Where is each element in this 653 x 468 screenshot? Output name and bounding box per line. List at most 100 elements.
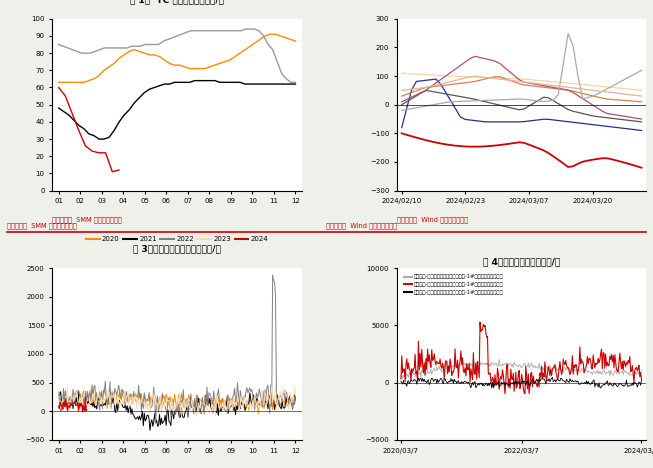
3-4月差 <box>456 73 464 79</box>
2024 <box>57 403 65 409</box>
2022 <box>256 37 264 42</box>
2-3月差 <box>584 112 592 117</box>
2022 <box>231 54 239 59</box>
7-8月差 <box>633 93 641 98</box>
2021 <box>170 80 178 85</box>
6-7月差 <box>471 98 479 103</box>
6-7月差 <box>520 96 528 102</box>
4-5月差 <box>599 95 607 101</box>
4-5月差 <box>609 97 616 102</box>
3-4月差 <box>623 86 631 92</box>
精度价差-目前价差（电解铜含税均价-1#光亮铜不含税均价） <box>637 377 645 382</box>
2022 <box>155 54 163 59</box>
1-2月差 <box>633 127 641 133</box>
2024 <box>69 401 77 406</box>
2020 <box>284 403 292 409</box>
3-4月差 <box>437 73 445 78</box>
精度价差-价格优势（电解铜含税均价-1#光亮铜不含税均价） <box>543 364 550 369</box>
7-8月差 <box>427 83 435 89</box>
5-6月差 <box>491 58 499 64</box>
0-1月差 <box>403 132 411 138</box>
3-4月差 <box>599 84 607 89</box>
2021 <box>221 80 229 85</box>
6-7月差 <box>560 61 567 67</box>
2022 <box>140 50 148 56</box>
2022 <box>135 49 143 54</box>
2024 <box>80 406 88 411</box>
2021 <box>115 119 123 124</box>
2021 <box>57 389 65 395</box>
精度价差-目前价差（电解铜含税均价-1#光亮铜不含税均价） <box>400 366 408 372</box>
3-4月差 <box>505 76 513 81</box>
5-6月差 <box>486 57 494 63</box>
0-1月差 <box>579 159 587 165</box>
4-5月差 <box>456 80 464 86</box>
2024 <box>63 404 71 410</box>
2-3月差 <box>511 106 518 111</box>
3-4月差 <box>462 74 470 80</box>
2021 <box>146 428 154 433</box>
Line: 2-3月差: 2-3月差 <box>402 90 642 122</box>
6-7月差 <box>481 98 489 103</box>
精度价差-合理价差（电解铜含税均价-1#光亮铜不含税均价） <box>400 381 408 387</box>
4-5月差 <box>613 97 621 102</box>
3-4月差 <box>398 70 406 76</box>
3-4月差 <box>579 82 587 88</box>
0-1月差 <box>525 142 533 147</box>
2021 <box>131 100 138 106</box>
2021 <box>151 420 159 426</box>
精度价差-合理价差（电解铜含税均价-1#光亮铜不含税均价） <box>630 379 638 385</box>
2024 <box>78 402 86 408</box>
3-4月差 <box>511 76 518 81</box>
2021 <box>256 81 264 87</box>
2023 <box>196 28 204 34</box>
3-4月差 <box>618 86 626 91</box>
3-4月差 <box>638 88 646 93</box>
7-8月差 <box>530 80 538 86</box>
2024 <box>108 169 116 175</box>
1-2月差 <box>569 119 577 125</box>
7-8月差 <box>511 78 518 84</box>
2022 <box>219 396 227 402</box>
Line: 0-1月差: 0-1月差 <box>402 133 642 168</box>
2022 <box>150 52 158 58</box>
4-5月差 <box>550 86 558 91</box>
2-3月差 <box>515 107 523 113</box>
1-2月差 <box>638 128 646 133</box>
7-8月差 <box>496 76 503 82</box>
6-7月差 <box>496 97 503 102</box>
2022 <box>241 47 249 52</box>
7-8月差 <box>525 80 533 86</box>
5-6月差 <box>554 86 562 91</box>
0-1月差 <box>442 141 450 147</box>
2-3月差 <box>437 90 445 96</box>
2-3月差 <box>525 103 533 109</box>
2021 <box>181 80 189 85</box>
2022 <box>291 38 299 44</box>
Text: 数据来源：  Wind 华泰期货研究院: 数据来源： Wind 华泰期货研究院 <box>326 223 398 229</box>
3-4月差 <box>609 85 616 90</box>
2021 <box>125 107 133 113</box>
Line: 2021: 2021 <box>59 392 295 431</box>
1-2月差 <box>403 106 411 112</box>
3-4月差 <box>466 74 474 80</box>
7-8月差 <box>456 76 464 82</box>
精度价差-目前价差（电解铜含税均价-1#光亮铜不含税均价） <box>521 391 529 396</box>
3-4月差 <box>407 71 415 77</box>
2023 <box>150 402 158 408</box>
2023 <box>291 80 299 85</box>
2022 <box>281 35 289 40</box>
3-4月差 <box>564 80 572 86</box>
2021 <box>276 81 284 87</box>
2021 <box>140 90 148 95</box>
Line: 2022: 2022 <box>59 275 295 423</box>
6-7月差 <box>462 98 470 104</box>
2024 <box>59 401 67 407</box>
6-7月差 <box>476 98 484 103</box>
2-3月差 <box>628 118 636 124</box>
2022 <box>125 49 133 54</box>
4-5月差 <box>413 88 421 94</box>
2023 <box>287 80 295 85</box>
6-7月差 <box>505 96 513 102</box>
4-5月差 <box>579 91 587 96</box>
